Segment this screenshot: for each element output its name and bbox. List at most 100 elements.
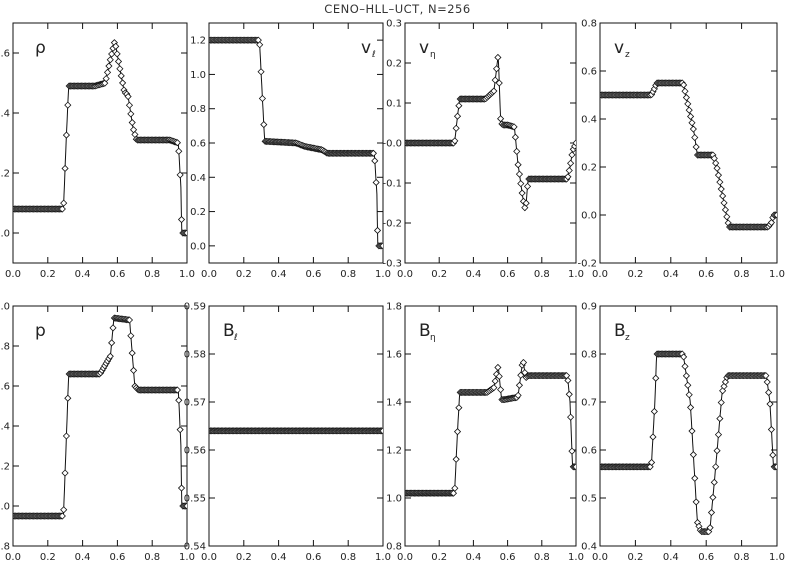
plot-frame: [12, 22, 188, 264]
data-point: [716, 178, 724, 186]
data-point: [130, 366, 138, 374]
data-point: [373, 226, 382, 235]
data-point: [176, 171, 184, 179]
data-point: [490, 87, 498, 95]
data-point: [719, 387, 727, 395]
data-point: [707, 508, 716, 517]
panel-8: 0.0 0.2 0.4 0.6 0.8 1.0 0.4 0.5 0.6 0.7 0.8 0.9 B z: [581, 302, 785, 564]
data-point: [648, 458, 656, 467]
data-point: [773, 211, 777, 219]
panel-label: p: [35, 321, 46, 341]
x-tick-label: 0.4: [271, 552, 287, 563]
x-tick-label: 0.6: [305, 269, 321, 280]
data-point: [689, 451, 697, 459]
x-tick-label: 0.6: [698, 269, 714, 280]
panel-4: 0.0 0.2 0.4 0.6 0.8 1.0-0.20.00.20.40.60.8v z: [577, 19, 784, 281]
y-tick-label: 1.0: [0, 229, 10, 240]
data-point: [680, 81, 688, 89]
data-point: [769, 451, 777, 459]
data-point: [61, 469, 69, 477]
data-point: [449, 489, 458, 497]
y-tick-label: 0.4: [581, 115, 597, 126]
data-point: [124, 92, 132, 101]
data-point: [490, 384, 498, 392]
panel-2: 0.0 0.2 0.4 0.6 0.8 1.0 0.0 0.2 0.4 0.6 0.8 1.0 1.2 v…: [190, 22, 391, 280]
data-point: [62, 131, 70, 139]
data-point: [692, 143, 700, 151]
panel-3: 0.0 0.2 0.4 0.6 0.8 1.0 -0.3 -0.2 -0.1 -0.0 0.1 0.2…: [382, 19, 583, 281]
panel-label: B: [223, 321, 235, 341]
data-point: [114, 57, 123, 66]
data-point: [112, 42, 120, 50]
y-tick-label: -0.3: [382, 259, 402, 270]
data-point: [684, 381, 692, 389]
y-tick-label: 0.57: [184, 398, 206, 409]
x-tick-label: 0.4: [663, 269, 679, 280]
x-tick-label: 0.6: [109, 552, 125, 563]
data-point: [682, 372, 690, 380]
data-point: [713, 164, 721, 172]
data-point: [109, 324, 117, 332]
data-point: [177, 215, 186, 224]
plot-frame: [208, 305, 384, 547]
x-tick-label: 0.0: [592, 269, 608, 280]
data-point: [497, 386, 505, 394]
x-tick-label: 0.6: [109, 269, 125, 280]
panel-6: 0.0 0.2 0.4 0.6 0.8 1.0 0.54 0.55 0.56 0.57 0.58 0.…: [184, 302, 391, 564]
data-point: [518, 189, 526, 197]
y-tick-label: 1.8: [386, 302, 402, 313]
data-point: [177, 484, 186, 492]
data-point: [106, 56, 114, 64]
data-point: [371, 157, 379, 165]
data-point: [682, 93, 690, 102]
x-tick-label: 0.6: [500, 269, 516, 280]
x-tick-label: 1.0: [375, 269, 391, 280]
panel-label-subscript: ℓ: [233, 333, 238, 343]
y-tick-label: 0.2: [190, 207, 206, 218]
y-tick-label: 1.2: [386, 446, 402, 457]
x-tick-label: 0.8: [340, 552, 356, 563]
x-tick-label: 0.8: [534, 552, 550, 563]
data-point: [257, 68, 265, 76]
y-tick-label: 0.8: [190, 104, 206, 115]
data-point: [60, 199, 68, 207]
panel-label-subscript: η: [430, 333, 436, 343]
y-tick-label: 0.3: [386, 19, 402, 30]
x-tick-label: 0.0: [5, 552, 21, 563]
x-tick-label: 0.6: [500, 552, 516, 563]
y-tick-label: 0.5: [581, 494, 597, 505]
panel-label: v: [419, 38, 429, 58]
x-tick-label: 0.4: [663, 552, 679, 563]
data-point: [519, 358, 528, 367]
data-point: [515, 170, 524, 178]
x-tick-label: 0.0: [201, 269, 217, 280]
panel-label-subscript: η: [430, 50, 436, 60]
y-tick-label: 1.6: [386, 350, 402, 361]
data-point: [258, 94, 266, 103]
x-tick-label: 1.0: [568, 552, 584, 563]
x-tick-label: 0.0: [592, 552, 608, 563]
x-tick-label: 0.4: [465, 552, 481, 563]
x-tick-label: 0.8: [144, 269, 160, 280]
data-point: [763, 378, 771, 386]
data-point: [688, 427, 696, 435]
x-tick-label: 1.0: [179, 552, 195, 563]
plot-frame: [404, 305, 577, 547]
x-tick-label: 0.8: [534, 269, 550, 280]
series-line: [600, 353, 777, 533]
y-tick-label: 0.6: [581, 446, 597, 457]
x-tick-label: 0.2: [431, 269, 447, 280]
panel-7: 0.0 0.2 0.4 0.6 0.8 1.0 0.8 1.0 1.2 1.4 1.6 1.8 B η: [386, 302, 584, 564]
data-point: [119, 79, 127, 87]
data-point: [687, 112, 695, 121]
data-point: [514, 161, 522, 169]
data-point: [685, 106, 693, 114]
data-point: [723, 213, 731, 221]
data-point: [511, 133, 519, 141]
data-point: [714, 431, 723, 439]
data-point: [175, 396, 183, 404]
data-point: [565, 166, 573, 175]
y-tick-label: 0.58: [184, 350, 206, 361]
x-tick-label: 0.8: [734, 269, 750, 280]
x-tick-label: 1.0: [769, 552, 785, 563]
